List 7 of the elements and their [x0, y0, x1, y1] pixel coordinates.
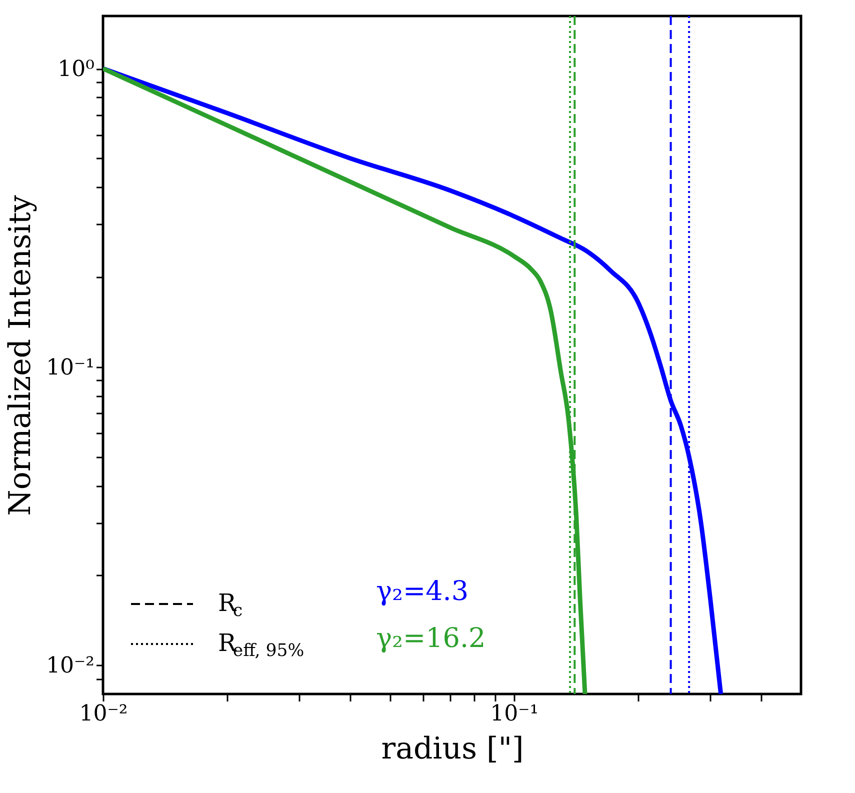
x-axis-title: radius ["]	[381, 732, 524, 766]
y-tick-label: 10⁻¹	[46, 355, 94, 380]
text: γ₂=4.3	[376, 576, 469, 607]
text: γ₂=16.2	[376, 623, 486, 654]
y-tick-label: 10⁰	[58, 57, 95, 82]
y-axis-title: Normalized Intensity	[3, 195, 38, 516]
y-tick-label: 10⁻²	[46, 654, 94, 679]
